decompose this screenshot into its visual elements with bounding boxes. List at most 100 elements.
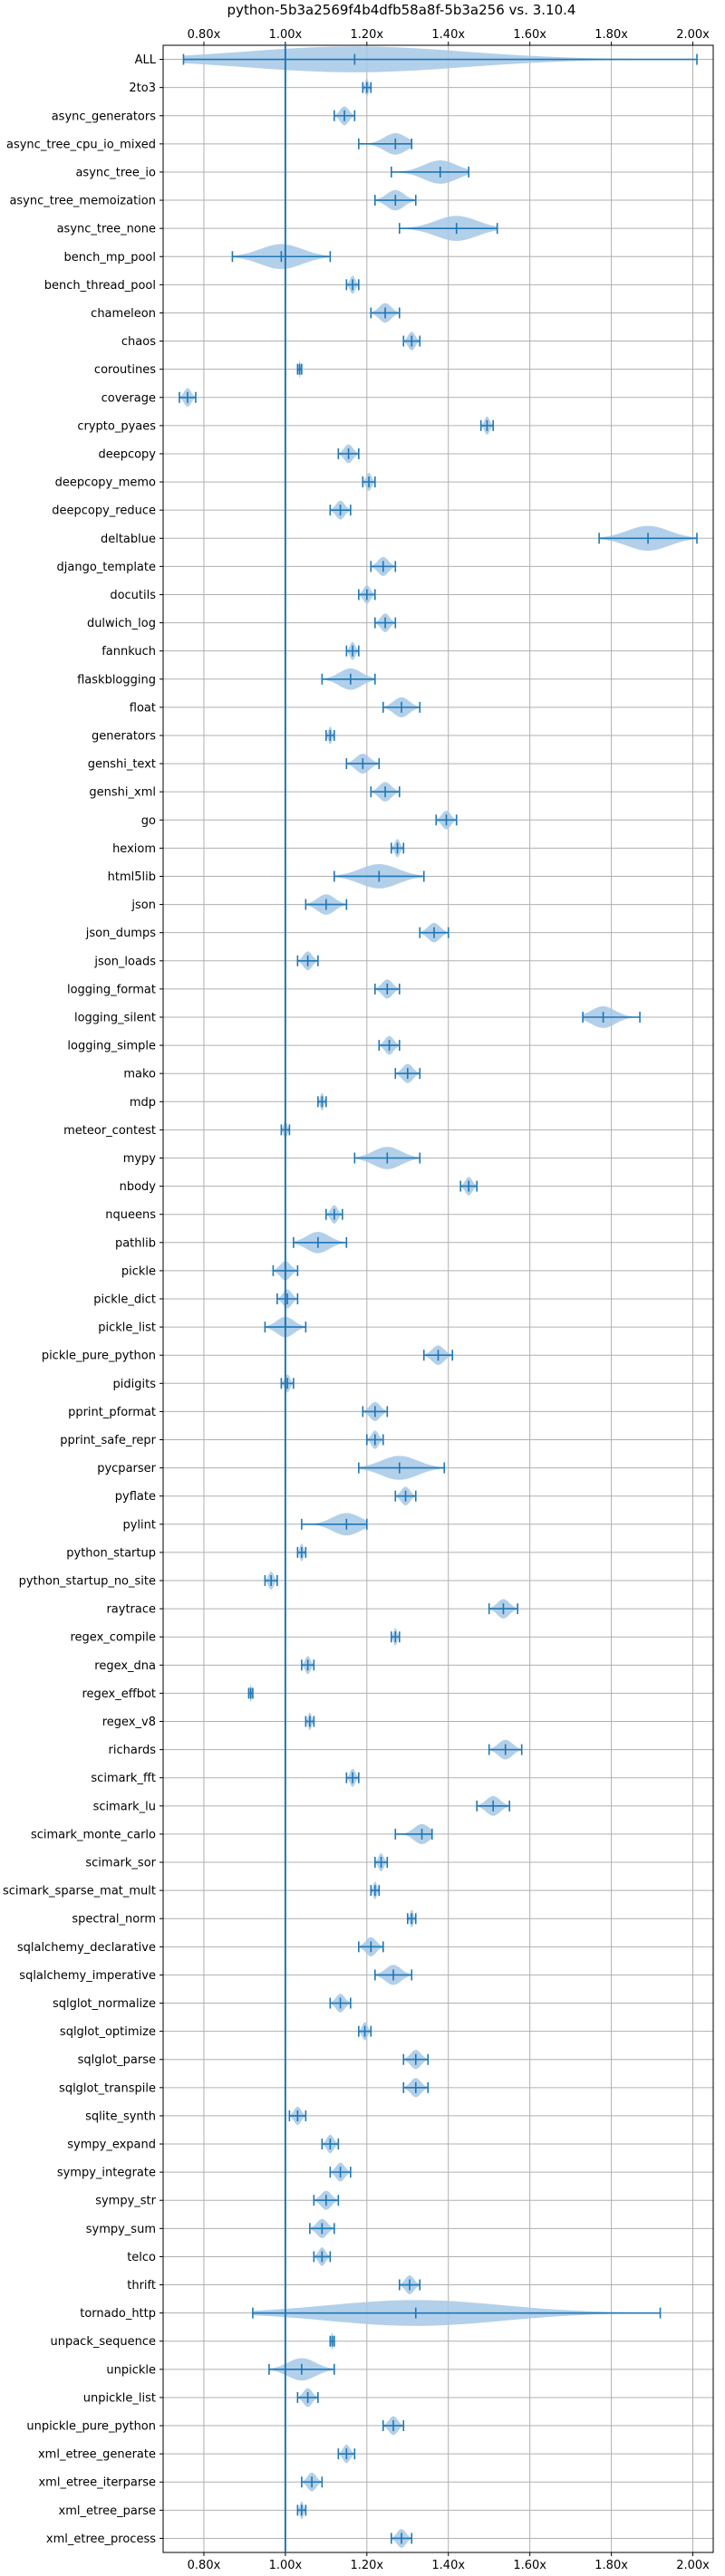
y-tick-label: unpickle bbox=[106, 2363, 156, 2377]
y-tick-label: pickle_pure_python bbox=[42, 1350, 156, 1363]
y-tick-label: regex_compile bbox=[70, 1631, 156, 1645]
y-tick-label: nbody bbox=[120, 1180, 157, 1194]
y-tick-label: coverage bbox=[102, 391, 156, 405]
y-tick-label: sqlalchemy_declarative bbox=[17, 1941, 156, 1955]
y-tick-label: pidigits bbox=[113, 1378, 157, 1391]
y-tick-label: pprint_safe_repr bbox=[60, 1434, 156, 1447]
chart-title: python-5b3a2569f4b4dfb58a8f-5b3a256 vs. … bbox=[227, 2, 576, 18]
y-tick-label: async_tree_io bbox=[75, 166, 156, 179]
y-tick-label: sympy_integrate bbox=[57, 2167, 156, 2180]
y-tick-label: json_loads bbox=[93, 955, 156, 968]
x-tick-label-top: 1.20x bbox=[350, 28, 383, 42]
y-tick-label: telco bbox=[127, 2251, 156, 2264]
y-tick-label: chameleon bbox=[91, 307, 156, 321]
y-tick-label: sqlite_synth bbox=[85, 2110, 156, 2123]
y-tick-label: richards bbox=[109, 1744, 157, 1757]
y-tick-label: fannkuch bbox=[102, 645, 156, 658]
y-tick-label: float bbox=[130, 701, 156, 715]
x-tick-label-bottom: 0.80x bbox=[188, 2559, 221, 2572]
y-tick-label: async_tree_memoization bbox=[9, 195, 156, 208]
y-tick-label: pycparser bbox=[97, 1462, 156, 1475]
y-tick-label: async_generators bbox=[52, 110, 157, 123]
y-tick-label: async_tree_none bbox=[57, 223, 156, 236]
y-tick-label: xml_etree_generate bbox=[38, 2448, 156, 2462]
y-tick-label: bench_thread_pool bbox=[44, 279, 156, 293]
y-tick-label: dulwich_log bbox=[87, 617, 156, 630]
y-tick-label: pylint bbox=[122, 1518, 156, 1532]
y-tick-label: flaskblogging bbox=[77, 673, 156, 687]
y-tick-label: coroutines bbox=[94, 363, 156, 377]
x-tick-label-top: 0.80x bbox=[188, 28, 221, 42]
y-tick-label: pathlib bbox=[115, 1236, 156, 1250]
y-tick-label: pyflate bbox=[115, 1490, 156, 1504]
x-tick-label-bottom: 1.20x bbox=[350, 2559, 383, 2572]
y-tick-label: scimark_sor bbox=[85, 1857, 156, 1870]
y-tick-label: pickle_dict bbox=[93, 1293, 156, 1307]
x-tick-label-top: 2.00x bbox=[676, 28, 710, 42]
y-tick-label: spectral_norm bbox=[72, 1913, 156, 1927]
y-tick-label: mypy bbox=[123, 1152, 157, 1166]
y-tick-label: scimark_sparse_mat_mult bbox=[3, 1885, 156, 1898]
y-tick-label: json bbox=[130, 899, 156, 912]
y-tick-label: logging_format bbox=[67, 983, 156, 996]
y-tick-label: logging_silent bbox=[74, 1011, 156, 1024]
y-tick-label: genshi_text bbox=[88, 758, 156, 772]
y-tick-label: mdp bbox=[130, 1096, 156, 1110]
y-tick-label: scimark_lu bbox=[93, 1800, 156, 1813]
y-tick-label: deepcopy_memo bbox=[55, 476, 156, 490]
x-tick-label-top: 1.40x bbox=[431, 28, 465, 42]
y-tick-label: ALL bbox=[135, 53, 157, 67]
y-tick-label: regex_effbot bbox=[82, 1687, 156, 1701]
x-tick-label-bottom: 1.00x bbox=[269, 2559, 303, 2572]
y-tick-label: tornado_http bbox=[80, 2307, 156, 2321]
y-tick-label: docutils bbox=[110, 589, 156, 602]
y-tick-label: python_startup_no_site bbox=[19, 1575, 156, 1589]
x-tick-label-bottom: 1.40x bbox=[431, 2559, 465, 2572]
y-tick-label: deepcopy_reduce bbox=[52, 505, 156, 518]
x-tick-label-top: 1.80x bbox=[594, 28, 628, 42]
y-tick-label: html5lib bbox=[108, 870, 156, 884]
y-tick-label: unpickle_list bbox=[83, 2391, 156, 2405]
x-tick-label-bottom: 1.80x bbox=[594, 2559, 628, 2572]
y-tick-label: sympy_sum bbox=[86, 2223, 156, 2236]
y-tick-label: pprint_pformat bbox=[68, 1406, 156, 1419]
y-tick-label: nqueens bbox=[105, 1208, 156, 1222]
y-tick-label: pickle_list bbox=[98, 1322, 156, 1335]
y-tick-label: hexiom bbox=[112, 842, 156, 856]
y-tick-label: regex_v8 bbox=[102, 1716, 156, 1729]
y-tick-label: unpickle_pure_python bbox=[26, 2420, 156, 2434]
y-tick-label: json_dumps bbox=[85, 927, 156, 940]
y-tick-label: pickle bbox=[121, 1264, 156, 1278]
y-tick-label: scimark_fft bbox=[91, 1772, 156, 1785]
y-tick-label: django_template bbox=[57, 561, 156, 574]
y-tick-label: logging_simple bbox=[67, 1040, 156, 1053]
y-tick-label: meteor_contest bbox=[63, 1124, 156, 1138]
y-tick-label: mako bbox=[123, 1068, 156, 1081]
x-tick-label-bottom: 1.60x bbox=[513, 2559, 546, 2572]
y-tick-label: thrift bbox=[127, 2279, 156, 2292]
y-tick-label: sqlglot_optimize bbox=[60, 2025, 156, 2039]
y-tick-label: xml_etree_process bbox=[46, 2533, 156, 2546]
y-tick-label: sqlglot_transpile bbox=[59, 2081, 156, 2095]
y-tick-label: sqlalchemy_imperative bbox=[19, 1969, 156, 1983]
y-tick-label: generators bbox=[92, 729, 156, 743]
y-tick-label: xml_etree_parse bbox=[59, 2504, 156, 2518]
y-tick-label: unpack_sequence bbox=[50, 2335, 156, 2349]
y-tick-label: sqlglot_normalize bbox=[53, 1997, 156, 2011]
y-tick-label: crypto_pyaes bbox=[77, 419, 156, 433]
y-tick-label: sympy_str bbox=[95, 2195, 156, 2208]
x-tick-label-top: 1.00x bbox=[269, 28, 303, 42]
x-tick-label-top: 1.60x bbox=[513, 28, 546, 42]
y-tick-label: scimark_monte_carlo bbox=[31, 1828, 156, 1841]
y-tick-label: raytrace bbox=[106, 1603, 156, 1617]
axis-layer: 0.80x 0.80x 1.00x 1.00x 1.20x 1.20x 1.40x 1.40x… bbox=[3, 28, 714, 2572]
y-tick-label: bench_mp_pool bbox=[63, 251, 156, 264]
y-tick-label: async_tree_cpu_io_mixed bbox=[6, 138, 156, 151]
y-tick-label: deltablue bbox=[101, 533, 156, 546]
y-tick-label: regex_dna bbox=[94, 1659, 156, 1673]
grid-layer bbox=[163, 45, 713, 2552]
x-tick-label-bottom: 2.00x bbox=[676, 2559, 710, 2572]
y-tick-label: genshi_xml bbox=[89, 786, 156, 800]
